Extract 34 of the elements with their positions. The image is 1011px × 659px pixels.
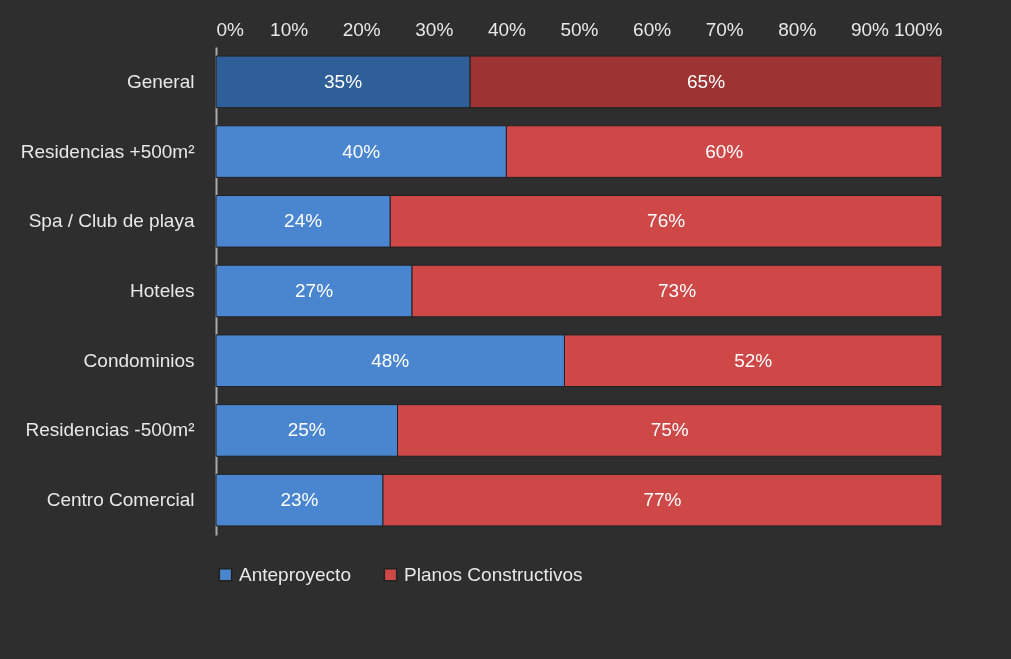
y-tick-label: Residencias +500m²	[20, 140, 195, 162]
data-label: 25%	[287, 419, 326, 441]
legend-label: Anteproyecto	[239, 563, 351, 585]
data-label: 75%	[650, 419, 689, 441]
data-label: 73%	[657, 280, 697, 301]
data-label: 77%	[643, 489, 682, 511]
x-tick-label: 70%	[705, 18, 744, 40]
data-label: 24%	[284, 210, 323, 232]
data-label: 60%	[705, 140, 744, 162]
y-tick-label: General	[126, 70, 195, 92]
x-tick-label: 10%	[270, 18, 309, 40]
data-label: 52%	[734, 349, 773, 371]
x-tick-label: 0%	[216, 18, 245, 40]
x-tick-label: 60%	[633, 18, 672, 40]
x-tick-label: 100%	[893, 18, 943, 40]
y-tick-label: Condominios	[83, 349, 195, 371]
data-label: 27%	[294, 280, 334, 301]
data-label: 35%	[324, 70, 363, 92]
x-tick-label: 50%	[560, 18, 599, 40]
data-label: 76%	[647, 210, 686, 232]
x-tick-label: 40%	[487, 18, 527, 40]
data-label: 23%	[280, 489, 319, 511]
y-tick-label: Hoteles	[130, 280, 195, 301]
data-label: 65%	[687, 70, 726, 92]
data-label: 40%	[342, 140, 381, 162]
x-tick-label: 30%	[415, 18, 454, 40]
x-tick-label: 20%	[342, 18, 381, 40]
data-label: 48%	[371, 349, 410, 371]
y-tick-label: Centro Comercial	[46, 489, 195, 511]
y-tick-label: Spa / Club de playa	[28, 210, 195, 232]
y-tick-label: Residencias -500m²	[25, 419, 195, 441]
legend-label: Planos Constructivos	[404, 563, 583, 585]
x-tick-label: 90%	[850, 18, 890, 40]
x-tick-label: 80%	[778, 18, 817, 40]
